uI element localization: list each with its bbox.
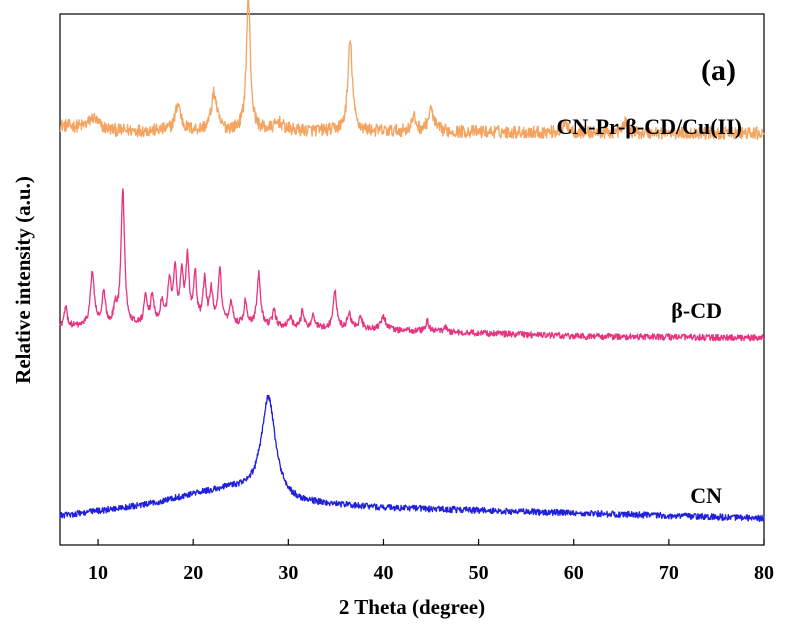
x-tick-label: 70 — [659, 562, 679, 584]
series-line-0 — [59, 0, 765, 141]
x-tick-label: 50 — [469, 562, 489, 584]
x-tick-label: 60 — [564, 562, 584, 584]
x-tick-label: 20 — [183, 562, 203, 584]
x-ticks-group: 10 20 30 40 50 60 70 80 — [88, 539, 774, 584]
series-line-2 — [59, 394, 765, 523]
series-line-1 — [59, 188, 765, 342]
x-tick-label: 40 — [373, 562, 393, 584]
x-tick-label: 30 — [278, 562, 298, 584]
plot-frame — [59, 13, 765, 546]
series-label-cn: CN — [690, 483, 722, 508]
series-label-b-cd: β-CD — [671, 298, 722, 323]
traces-group — [59, 0, 765, 523]
panel-label: (a) — [701, 54, 736, 87]
x-tick-label: 10 — [88, 562, 108, 584]
x-tick-label: 80 — [754, 562, 774, 584]
y-axis-title: Relative intensity (a.u.) — [11, 176, 35, 384]
x-axis-title: 2 Theta (degree) — [339, 595, 485, 619]
series-label-cn-pr-b-cd-cu: CN-Pr-β-CD/Cu(II) — [556, 114, 742, 139]
